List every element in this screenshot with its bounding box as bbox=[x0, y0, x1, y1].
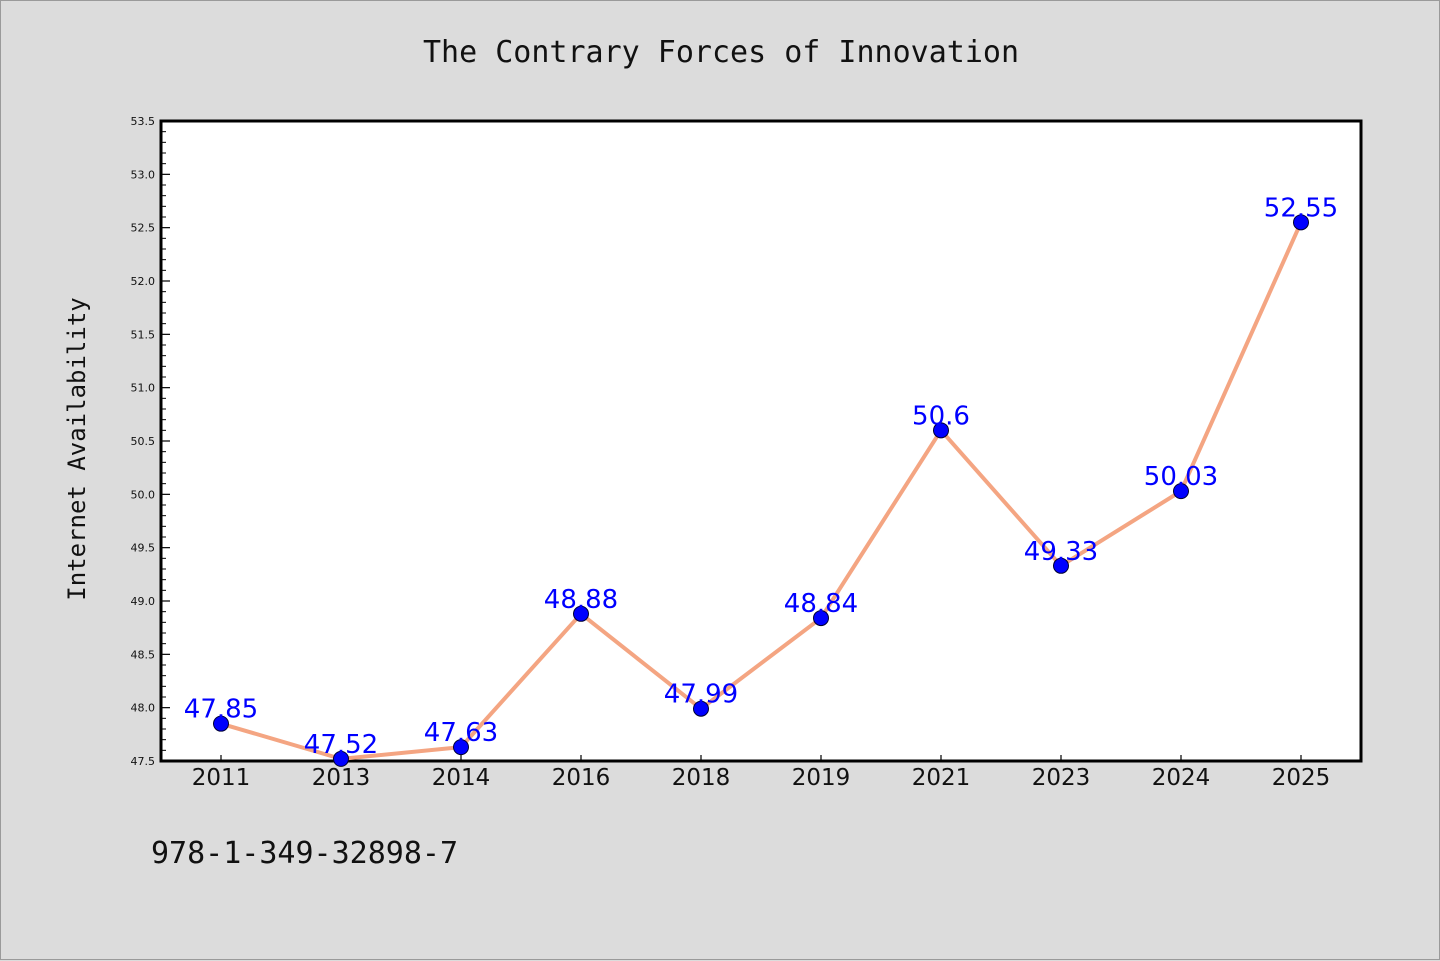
y-tick-label: 51.0 bbox=[131, 382, 156, 395]
data-point bbox=[333, 750, 349, 767]
y-tick-label: 52.0 bbox=[131, 275, 156, 288]
y-tick-label: 49.5 bbox=[131, 542, 156, 555]
isbn-code: 978-1-349-32898-7 bbox=[151, 836, 459, 871]
data-label: 52.55 bbox=[1264, 193, 1338, 223]
plot-area bbox=[161, 121, 1361, 761]
data-point bbox=[1053, 557, 1069, 574]
y-tick-label: 49.0 bbox=[131, 595, 156, 608]
data-point bbox=[933, 422, 949, 439]
data-label: 47.99 bbox=[664, 680, 738, 710]
data-label: 47.85 bbox=[184, 695, 258, 725]
y-tick-label: 51.5 bbox=[131, 328, 156, 341]
y-tick-label: 47.5 bbox=[131, 755, 156, 768]
x-tick-label: 2021 bbox=[912, 765, 971, 791]
y-tick-label: 48.5 bbox=[131, 648, 156, 661]
x-tick-label: 2024 bbox=[1152, 765, 1211, 791]
data-point bbox=[813, 610, 829, 627]
x-tick-label: 2019 bbox=[792, 765, 851, 791]
x-tick-label: 2013 bbox=[312, 765, 371, 791]
data-label: 48.84 bbox=[784, 589, 858, 619]
data-point bbox=[693, 700, 709, 717]
y-tick-label: 50.0 bbox=[131, 488, 156, 501]
chart-title: The Contrary Forces of Innovation bbox=[422, 35, 1020, 70]
x-tick-label: 2016 bbox=[552, 765, 611, 791]
x-tick-label: 2025 bbox=[1272, 765, 1331, 791]
y-tick-label: 52.5 bbox=[131, 222, 156, 235]
y-tick-label: 48.0 bbox=[131, 702, 156, 715]
data-label: 50.6 bbox=[912, 401, 970, 431]
y-tick-label: 53.5 bbox=[131, 115, 156, 128]
data-point bbox=[213, 715, 229, 732]
x-tick-label: 2018 bbox=[672, 765, 731, 791]
y-tick-label: 53.0 bbox=[131, 168, 156, 181]
data-label: 49.33 bbox=[1024, 537, 1098, 567]
data-point bbox=[453, 739, 469, 756]
x-tick-label: 2011 bbox=[192, 765, 251, 791]
y-tick-label: 50.5 bbox=[131, 435, 156, 448]
data-label: 48.88 bbox=[544, 585, 618, 615]
data-label: 50.03 bbox=[1144, 462, 1218, 492]
series-line bbox=[219, 220, 1303, 761]
data-point bbox=[573, 605, 589, 622]
data-point bbox=[1173, 483, 1189, 500]
plot-frame bbox=[159, 119, 1363, 763]
data-label: 47.52 bbox=[304, 730, 378, 760]
x-tick-label: 2023 bbox=[1032, 765, 1091, 791]
data-point bbox=[1293, 214, 1309, 231]
data-label: 47.63 bbox=[424, 718, 498, 748]
x-tick-label: 2014 bbox=[432, 765, 491, 791]
